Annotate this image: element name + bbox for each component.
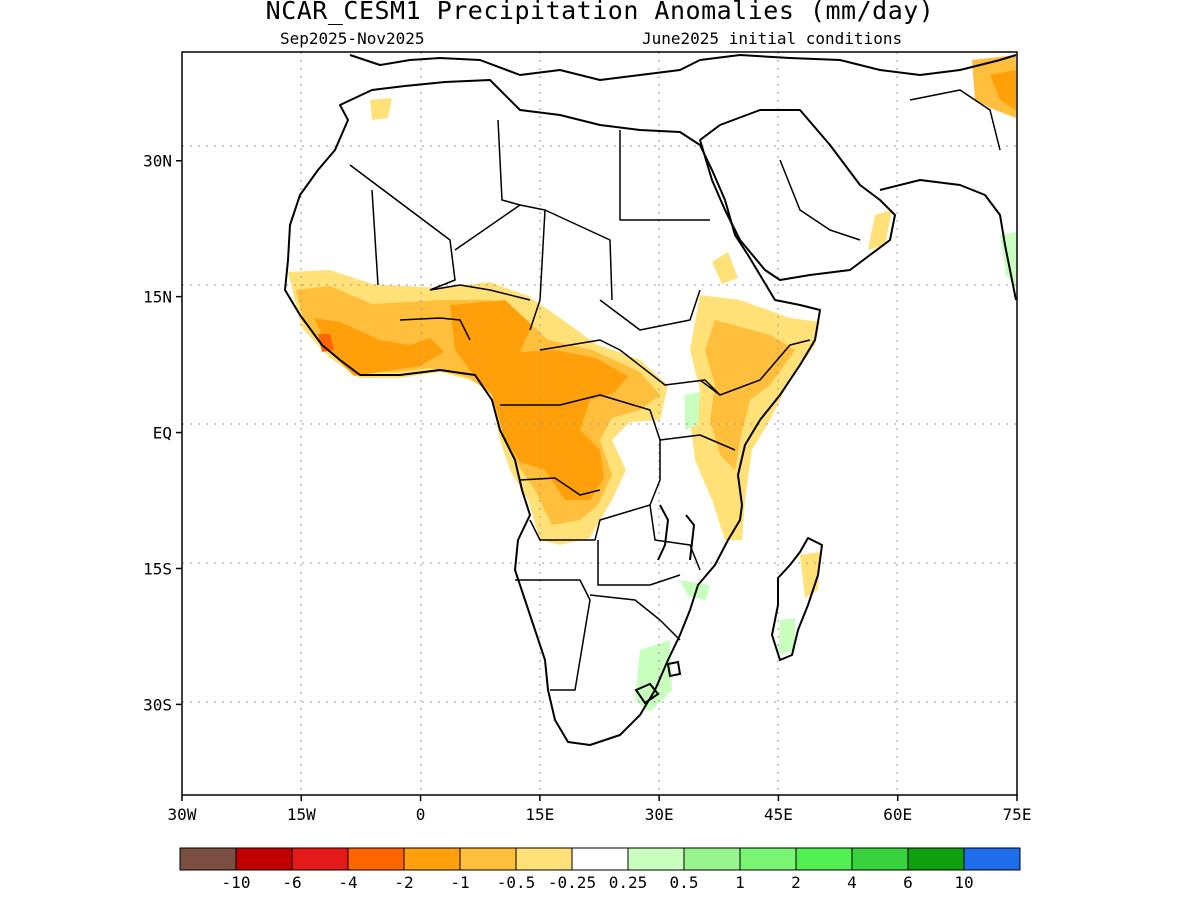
colorbar-swatch [963, 847, 1021, 871]
colorbar-swatch [851, 847, 909, 871]
colorbar-label: 2 [791, 873, 801, 892]
x-tick-label: 30W [168, 805, 197, 824]
colorbar-swatch [795, 847, 853, 871]
iran-india-coast [879, 179, 1017, 301]
map-title: NCAR_CESM1 Precipitation Anomalies (mm/d… [265, 0, 935, 25]
x-tick-label: 15E [525, 805, 554, 824]
anomaly-congo-orange [450, 300, 628, 500]
colorbar-swatch [907, 847, 965, 871]
arabia-coastline [699, 109, 896, 281]
colorbar-swatch [459, 847, 517, 871]
colorbar-label: 0.5 [670, 873, 699, 892]
country-borders [349, 89, 1001, 691]
anomaly-guinea-red [318, 334, 334, 352]
legend-colorbar: -10 -6 -4 -2 -1 -0.5 -0.25 0.25 0.5 1 2 4 6 10 [179, 847, 1021, 892]
colorbar-label: -10 [222, 873, 251, 892]
anomaly-west-coast-orange [314, 318, 444, 376]
colorbar-swatch [403, 847, 461, 871]
colorbar-swatch [571, 847, 629, 871]
madagascar-coastline [771, 537, 823, 661]
anomaly-arabia [712, 252, 738, 284]
colorbar-swatch [683, 847, 741, 871]
colorbar-label: -0.25 [548, 873, 596, 892]
anomaly-wet-mozambique [680, 580, 710, 600]
x-tick-label: 30E [645, 805, 674, 824]
colorbar-label: -4 [338, 873, 357, 892]
africa-coastline [284, 79, 821, 746]
gridlines [182, 52, 1017, 795]
anomaly-wet-madagascar [778, 618, 795, 655]
colorbar-swatch [179, 847, 237, 871]
colorbar-swatch [347, 847, 405, 871]
colorbar-label: 4 [847, 873, 857, 892]
anomaly-wet-lakes [685, 392, 700, 430]
y-tick-label: 30N [143, 152, 172, 171]
anomaly-east-africa-mid [705, 320, 795, 470]
x-tick-label: 0 [416, 805, 426, 824]
anomaly-wet-southeast [635, 640, 672, 712]
forecast-period: Sep2025-Nov2025 [280, 29, 425, 48]
colorbar-swatch [739, 847, 797, 871]
y-tick-label: 15N [143, 288, 172, 307]
coastlines [284, 54, 1017, 746]
colorbar-label: 1 [735, 873, 745, 892]
colorbar-swatch [515, 847, 573, 871]
map-frame [181, 51, 1018, 796]
colorbar-label: 10 [954, 873, 973, 892]
initial-conditions-label: June2025 initial conditions [642, 29, 903, 48]
colorbar-label: -0.5 [497, 873, 536, 892]
x-tick-label: 45E [764, 805, 793, 824]
colorbar-label: -2 [394, 873, 413, 892]
colorbar-swatch [627, 847, 685, 871]
colorbar-label: -6 [282, 873, 301, 892]
y-tick-label: 15S [143, 559, 172, 578]
colorbar-label: -1 [450, 873, 469, 892]
mediterranean-north-coast [349, 54, 701, 81]
colorbar-label: 0.25 [609, 873, 648, 892]
y-tick-label: EQ [153, 424, 172, 443]
colorbar-label: 6 [903, 873, 913, 892]
anomaly-iran-dark [990, 70, 1016, 110]
y-tick-label: 30S [143, 695, 172, 714]
x-tick-label: 75E [1003, 805, 1032, 824]
small-features [634, 504, 696, 705]
anomaly-shading [288, 55, 1016, 712]
colorbar-swatch [235, 847, 293, 871]
anomaly-oman [868, 210, 892, 250]
middle-east-coast [699, 54, 1017, 76]
anomaly-north-africa [370, 98, 392, 120]
colorbar-swatch [291, 847, 349, 871]
x-tick-label: 60E [883, 805, 912, 824]
map-axes: 30W 15W 0 15E 30E 45E 60E 75E 30N 15N EQ 15S 30S [143, 152, 1031, 824]
x-tick-label: 15W [287, 805, 316, 824]
